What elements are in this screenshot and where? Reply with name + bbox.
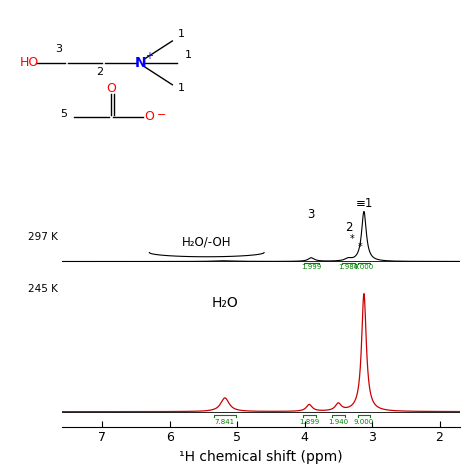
Text: N: N — [135, 56, 146, 70]
Text: 9.000: 9.000 — [354, 419, 374, 425]
Text: +: + — [145, 51, 153, 61]
Text: 3: 3 — [308, 209, 315, 221]
Text: H₂O: H₂O — [211, 296, 238, 310]
Text: *: * — [357, 242, 362, 252]
Text: 245 K: 245 K — [28, 284, 58, 294]
Text: 3: 3 — [55, 44, 63, 54]
Text: HO: HO — [20, 56, 39, 69]
Text: 1: 1 — [177, 83, 184, 93]
Text: 2: 2 — [96, 67, 103, 77]
Text: *: * — [349, 234, 354, 244]
Text: 1.940: 1.940 — [328, 419, 348, 425]
Text: 1.899: 1.899 — [299, 419, 319, 425]
Text: H₂O/-OH: H₂O/-OH — [182, 235, 231, 248]
Text: −: − — [156, 109, 166, 119]
Text: 2: 2 — [345, 221, 352, 234]
Text: 297 K: 297 K — [28, 232, 58, 242]
Text: 9.000: 9.000 — [354, 264, 374, 270]
Text: 1: 1 — [185, 50, 192, 60]
X-axis label: ¹H chemical shift (ppm): ¹H chemical shift (ppm) — [179, 450, 343, 464]
Text: 1.999: 1.999 — [301, 264, 321, 270]
Text: 7.841: 7.841 — [215, 419, 235, 425]
Text: 1: 1 — [177, 29, 184, 39]
Text: O: O — [106, 82, 116, 95]
Text: ≡1: ≡1 — [356, 197, 373, 210]
Text: 5: 5 — [60, 109, 67, 118]
Text: O: O — [144, 110, 154, 123]
Text: 1.984: 1.984 — [338, 264, 358, 270]
